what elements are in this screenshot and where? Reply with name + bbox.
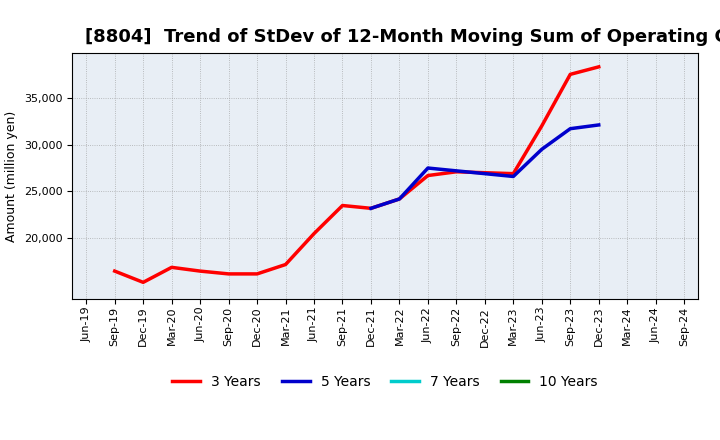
3 Years: [282, 262, 290, 267]
5 Years: [537, 147, 546, 152]
3 Years: [310, 231, 318, 236]
5 Years: [423, 165, 432, 171]
5 Years: [452, 168, 461, 173]
3 Years: [566, 72, 575, 77]
Text: [8804]  Trend of StDev of 12-Month Moving Sum of Operating CF: [8804] Trend of StDev of 12-Month Moving…: [84, 28, 720, 46]
3 Years: [395, 196, 404, 202]
3 Years: [423, 173, 432, 178]
Line: 5 Years: 5 Years: [371, 125, 599, 208]
5 Years: [366, 205, 375, 211]
5 Years: [480, 171, 489, 176]
3 Years: [196, 268, 204, 274]
5 Years: [509, 174, 518, 179]
3 Years: [509, 171, 518, 176]
3 Years: [253, 271, 261, 277]
Line: 3 Years: 3 Years: [114, 67, 599, 282]
Y-axis label: Amount (million yen): Amount (million yen): [5, 110, 18, 242]
3 Years: [366, 205, 375, 211]
3 Years: [595, 64, 603, 70]
3 Years: [139, 280, 148, 285]
5 Years: [595, 122, 603, 128]
3 Years: [452, 169, 461, 174]
Legend: 3 Years, 5 Years, 7 Years, 10 Years: 3 Years, 5 Years, 7 Years, 10 Years: [173, 375, 598, 389]
3 Years: [110, 268, 119, 274]
3 Years: [167, 265, 176, 270]
5 Years: [395, 196, 404, 202]
3 Years: [537, 123, 546, 128]
3 Years: [480, 170, 489, 176]
5 Years: [566, 126, 575, 131]
3 Years: [225, 271, 233, 277]
3 Years: [338, 203, 347, 208]
